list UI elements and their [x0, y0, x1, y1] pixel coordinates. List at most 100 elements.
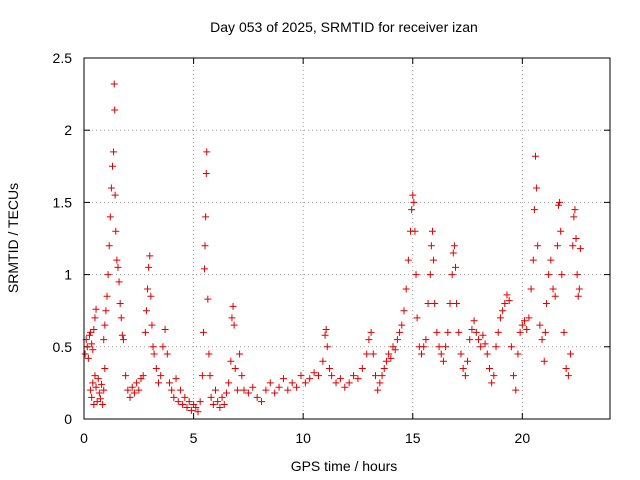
data-point [202, 213, 210, 221]
data-point [516, 328, 524, 336]
data-point [571, 206, 579, 214]
axis-ticks: 0 5 10 15 20 0 0.5 1 1.5 2 2.5 [53, 50, 610, 446]
data-point [293, 383, 301, 391]
data-point [238, 372, 246, 380]
data-point [490, 372, 498, 380]
data-point [413, 314, 421, 322]
data-point [185, 398, 193, 406]
data-point [118, 331, 126, 339]
data-point [341, 383, 349, 391]
data-point [147, 292, 155, 300]
data-point [554, 201, 562, 209]
y-tick-label: 2 [64, 122, 72, 138]
data-point [139, 372, 147, 380]
data-point [393, 336, 401, 344]
data-point [204, 295, 212, 303]
data-point [374, 386, 382, 394]
data-point [572, 235, 580, 242]
data-point [556, 198, 564, 206]
data-point [378, 372, 386, 380]
data-point [464, 357, 472, 365]
data-point [560, 328, 568, 336]
data-point [499, 307, 507, 315]
data-point [114, 263, 122, 271]
data-point [92, 383, 100, 391]
data-point [101, 364, 109, 372]
data-point [111, 106, 119, 114]
data-point [196, 398, 204, 406]
data-point [297, 372, 305, 380]
data-point [398, 321, 406, 329]
data-point [90, 401, 98, 409]
data-point [112, 227, 120, 235]
data-point [483, 350, 491, 358]
data-point [485, 364, 493, 372]
y-tick-label: 1 [64, 267, 72, 283]
data-point [428, 227, 436, 235]
data-point [94, 375, 102, 383]
data-point [472, 328, 480, 336]
data-point [567, 350, 575, 358]
data-point [113, 256, 121, 264]
data-point [562, 364, 570, 372]
data-point [540, 357, 548, 365]
data-point [201, 265, 209, 273]
data-point [301, 379, 309, 387]
data-point [83, 343, 91, 351]
data-point [411, 227, 419, 235]
data-point [95, 389, 103, 397]
data-point [569, 242, 577, 250]
data-point [135, 386, 143, 394]
data-point [230, 321, 238, 329]
data-point [564, 372, 572, 380]
data-point [525, 314, 533, 322]
data-point [126, 393, 134, 401]
y-tick-label: 1.5 [53, 194, 73, 210]
data-point [187, 406, 195, 414]
data-point [172, 375, 180, 383]
data-point [155, 379, 163, 387]
data-point [199, 328, 207, 336]
data-point [391, 346, 399, 354]
data-point [575, 285, 583, 293]
data-point [345, 379, 353, 387]
data-point [430, 256, 438, 264]
data-point [203, 148, 211, 156]
data-point [100, 386, 108, 394]
data-point [461, 372, 469, 380]
data-point [159, 343, 167, 351]
data-point [545, 271, 553, 279]
data-point [527, 285, 535, 293]
data-point [503, 291, 511, 299]
data-point [439, 357, 447, 365]
data-point [96, 395, 104, 403]
data-point [133, 379, 141, 387]
data-point [475, 336, 482, 344]
data-point [387, 354, 395, 362]
data-point [179, 401, 187, 409]
data-point [510, 372, 518, 380]
data-point [466, 336, 474, 344]
data-point [385, 350, 393, 358]
data-point [396, 328, 404, 336]
data-point [534, 242, 542, 250]
data-point [382, 357, 390, 365]
data-point [310, 369, 318, 377]
data-point [192, 403, 200, 411]
data-point [81, 350, 89, 358]
data-point [89, 379, 97, 387]
x-tick-label: 10 [295, 430, 311, 446]
data-point [149, 343, 157, 351]
data-point [106, 213, 114, 221]
x-tick-label: 5 [190, 430, 198, 446]
data-point [222, 389, 230, 397]
data-point [306, 375, 314, 383]
data-point [87, 386, 95, 394]
data-point [315, 372, 323, 380]
data-point [376, 379, 384, 387]
data-point [496, 314, 504, 322]
data-point [479, 331, 487, 339]
data-point [477, 343, 485, 351]
data-point [128, 383, 136, 391]
